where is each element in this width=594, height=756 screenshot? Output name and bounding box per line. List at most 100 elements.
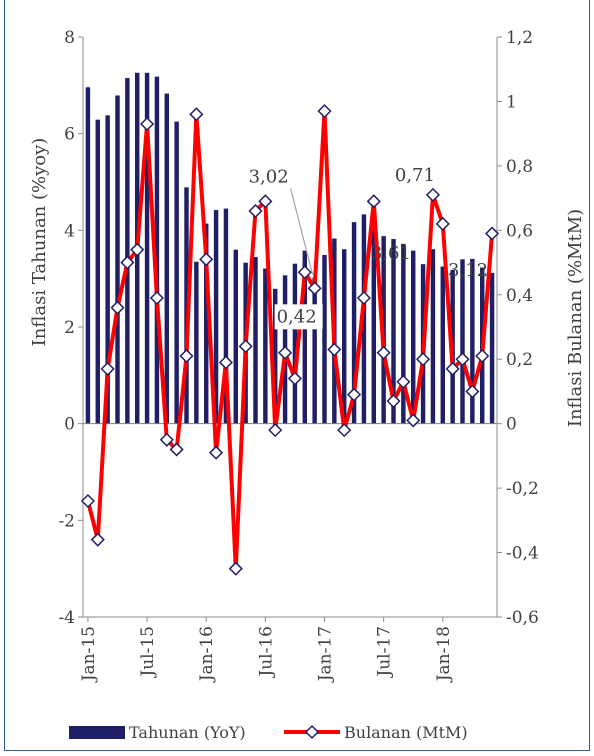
marker-bulanan (386, 394, 401, 409)
bar-tahunan (233, 249, 239, 424)
marker-bulanan (445, 361, 460, 376)
bar-tahunan (292, 263, 298, 424)
marker-bulanan (130, 242, 145, 257)
x-tick-label: Jan-16 (197, 626, 217, 683)
marker-bulanan (189, 107, 204, 122)
marker-bulanan (297, 265, 312, 280)
marker-bulanan (307, 281, 322, 296)
y-right-tick-label: 1 (506, 92, 517, 112)
legend: Tahunan (YoY) Bulanan (MtM) (69, 723, 468, 742)
bar-tahunan (85, 87, 91, 424)
marker-bulanan (287, 371, 302, 386)
bar-tahunan (312, 277, 317, 424)
line-layer (80, 104, 500, 576)
x-tick-label: Jan-15 (79, 626, 99, 683)
y-right-tick-label: -0,4 (506, 544, 539, 564)
marker-bulanan (159, 432, 174, 447)
y-left-tick-label: 8 (64, 28, 75, 48)
marker-bulanan (268, 423, 283, 438)
bar-tahunan (154, 76, 160, 424)
y-left-tick-label: 2 (64, 318, 75, 338)
marker-bulanan (396, 374, 411, 389)
bar-tahunan (430, 249, 436, 424)
bar-tahunan (440, 266, 446, 424)
x-tick-label: Jul-15 (138, 626, 158, 679)
marker-bulanan (485, 226, 500, 241)
marker-bulanan (209, 445, 224, 460)
bar-tahunan (263, 268, 268, 424)
y-right-tick-label: 0 (506, 415, 517, 435)
marker-bulanan (248, 203, 263, 219)
marker-bulanan (218, 355, 233, 370)
bar-tahunan (164, 93, 170, 424)
bar-tahunan (144, 72, 150, 424)
bar-tahunan (391, 239, 396, 424)
x-tick-label: Jul-17 (375, 626, 395, 679)
marker-bulanan (425, 187, 440, 202)
legend-swatch-marker (304, 724, 320, 740)
callout-bg (274, 304, 323, 330)
bar-tahunan (272, 288, 278, 424)
bar-tahunan (341, 249, 347, 424)
callout-label: 0,71 (395, 165, 435, 186)
y-right-tick-label: 0,8 (506, 157, 533, 177)
left-axis-ticks: -4 -2 0 2 4 6 8 (58, 28, 83, 628)
legend-label-bulanan: Bulanan (MtM) (344, 723, 468, 742)
bar-tahunan (184, 187, 189, 424)
marker-bulanan (337, 423, 352, 438)
marker-bulanan (258, 194, 273, 209)
bar-tahunan (125, 78, 130, 424)
y-right-tick-label: -0,2 (506, 479, 539, 499)
marker-bulanan (120, 255, 135, 270)
y-right-tick-label: -0,6 (506, 608, 539, 628)
bar-tahunan (361, 214, 367, 424)
marker-bulanan (435, 216, 450, 231)
marker-bulanan (140, 116, 155, 132)
marker-bulanan (376, 345, 391, 360)
callout-label: 3,12 (448, 260, 488, 281)
marker-bulanan (228, 561, 243, 576)
marker-bulanan (317, 104, 332, 119)
y-left-tick-label: -2 (58, 511, 75, 531)
bar-tahunan (470, 258, 475, 424)
bar-tahunan (401, 243, 406, 424)
marker-bulanan (80, 493, 95, 509)
callouts: 3,02 0,42 0,71 3,61 3,12 (249, 165, 488, 330)
bar-tahunan (95, 119, 101, 424)
callout-label: 0,42 (277, 306, 317, 327)
bar-tahunan (194, 261, 199, 424)
y-axis-right-label: Inflasi Bulanan (%MtM) (565, 209, 586, 427)
callout-leaders (290, 188, 314, 275)
bar-tahunan (115, 95, 120, 424)
bar-tahunan (351, 222, 357, 424)
bar-tahunan (105, 115, 110, 424)
y-right-tick-label: 1,2 (506, 28, 533, 48)
y-right-tick-label: 0,4 (506, 286, 533, 306)
legend-swatch-bar (69, 726, 125, 739)
marker-bulanan (199, 252, 214, 267)
marker-bulanan (179, 348, 194, 364)
callout-label: 3,02 (249, 167, 289, 188)
marker-bulanan (455, 352, 470, 367)
marker-bulanan (110, 300, 125, 315)
marker-bulanan (366, 194, 381, 209)
y-left-tick-label: 4 (64, 221, 75, 241)
marker-bulanan (475, 348, 490, 364)
marker-bulanan (149, 290, 164, 306)
y-right-tick-label: 0,2 (506, 350, 533, 370)
marker-bulanan (100, 361, 115, 376)
bar-tahunan (371, 212, 377, 424)
legend-label-tahunan: Tahunan (YoY) (129, 723, 246, 742)
bar-tahunan (322, 254, 327, 424)
marker-bulanan (327, 342, 342, 357)
bar-tahunan (174, 121, 179, 424)
bar-tahunan (223, 208, 229, 424)
bar-tahunan (460, 259, 465, 424)
marker-bulanan (406, 413, 421, 428)
marker-bulanan (169, 442, 184, 457)
x-axis-ticks: Jan-15 Jul-15 Jan-16 Jul-16 Jan-17 Jul-17 Jan-… (79, 617, 454, 683)
marker-bulanan (90, 532, 105, 547)
marker-bulanan (416, 352, 431, 367)
x-tick-label: Jan-17 (316, 626, 336, 683)
